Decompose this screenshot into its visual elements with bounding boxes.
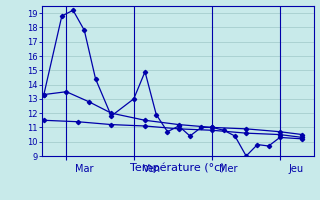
Text: Mer: Mer [219,164,237,174]
Text: Ven: Ven [143,164,161,174]
Text: Mar: Mar [75,164,93,174]
Text: Jeu: Jeu [288,164,303,174]
X-axis label: Température (°c): Température (°c) [130,163,225,173]
